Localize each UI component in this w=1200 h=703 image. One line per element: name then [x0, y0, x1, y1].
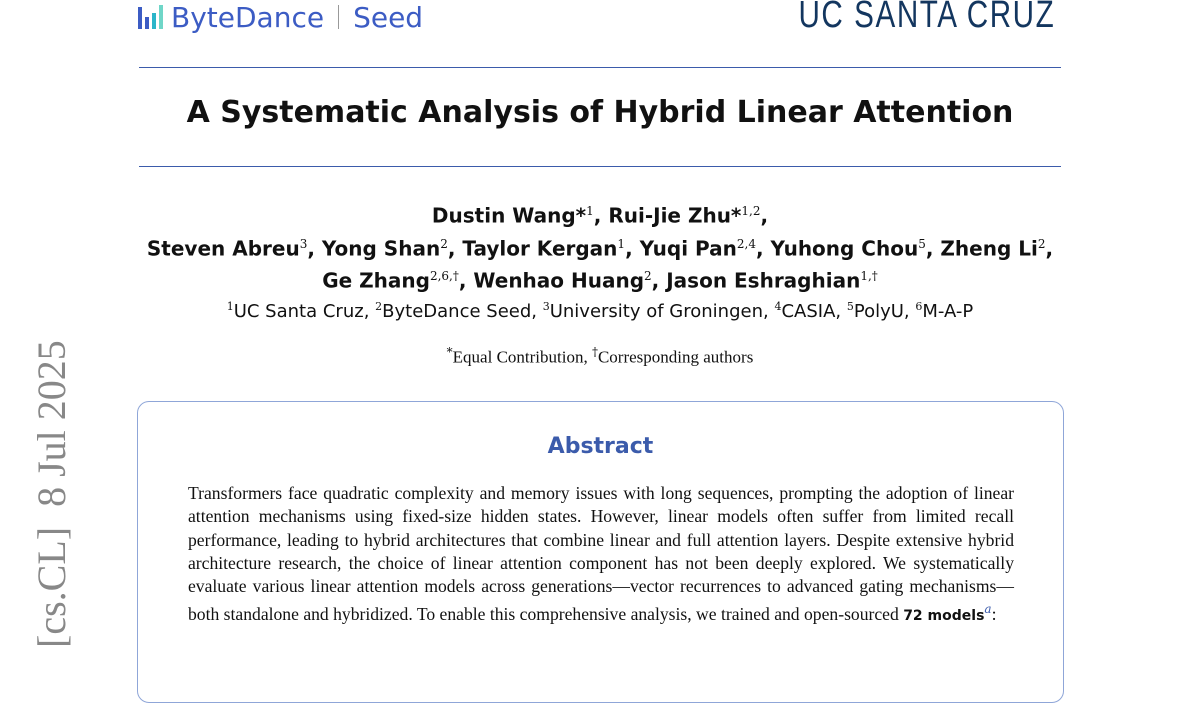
affil-name: University of Groningen [549, 301, 764, 322]
author-affil-sup: 2,6,† [429, 269, 459, 284]
logo-seed: Seed [353, 0, 424, 34]
affil-sup: 6 [915, 300, 923, 313]
author-affil-sup: 2 [644, 269, 652, 284]
abstract-heading: Abstract [547, 434, 654, 459]
author-name: Taylor Kergan [462, 236, 618, 261]
author-list: Dustin Wang*1, Rui-Jie Zhu*1,2, Steven A… [0, 197, 1200, 295]
logo-divider [338, 5, 340, 29]
footnote-link[interactable]: a [984, 602, 992, 617]
bytedance-bars-icon [138, 5, 163, 29]
author-affil-sup: 1 [586, 204, 594, 218]
abstract-box: Abstract Transformers face quadratic com… [137, 401, 1064, 703]
affiliations: 1UC Santa Cruz, 2ByteDance Seed, 3Univer… [226, 300, 974, 322]
author-affil-sup: 1,2 [741, 204, 761, 218]
author-line: Steven Abreu3, Yong Shan2, Taylor Kergan… [146, 236, 1054, 261]
logo-bytedance: ByteDance [171, 0, 325, 34]
author-affil-sup: 5 [918, 236, 926, 251]
contribution-note: *Equal Contribution, †Corresponding auth… [446, 345, 754, 367]
ucsc-logo: UC SANTA CRUZ [798, 0, 1055, 36]
author-name: Yuhong Chou [770, 236, 919, 261]
author-affil-sup: 2 [440, 236, 448, 251]
arxiv-stamp: [cs.CL] 8 Jul 2025 [29, 340, 74, 648]
author-affil-sup: 1 [617, 236, 626, 251]
affil-sup: 5 [846, 300, 854, 313]
affil-name: PolyU [853, 301, 904, 322]
author-affil-sup: 2,4 [736, 236, 756, 251]
author-name: Dustin Wang* [431, 203, 587, 228]
affil-name: UC Santa Cruz [233, 301, 364, 322]
bytedance-seed-logo: ByteDance Seed [138, 0, 423, 34]
author-affil-sup: 1,† [860, 269, 878, 284]
affil-sup: 4 [774, 300, 782, 313]
author-affil-sup: 3 [299, 236, 308, 251]
top-rule [139, 67, 1061, 68]
title-rule [139, 166, 1061, 167]
affil-name: CASIA [781, 301, 836, 322]
author-affil-sup: 2 [1037, 236, 1046, 251]
author-name: Rui-Jie Zhu* [608, 203, 742, 228]
author-name: Yuqi Pan [639, 236, 737, 261]
author-name: Yong Shan [321, 236, 441, 261]
author-name: Zheng Li [940, 236, 1038, 261]
author-line: Dustin Wang*1, Rui-Jie Zhu*1,2, [431, 203, 769, 228]
affil-sup: 2 [375, 300, 383, 313]
abstract-text: Transformers face quadratic complexity a… [188, 483, 1014, 625]
affil-sup: 1 [226, 300, 234, 313]
affil-name: ByteDance Seed [382, 301, 532, 322]
author-name: Jason Eshraghian [666, 268, 861, 293]
affil-sup: 3 [542, 300, 550, 313]
author-name: Wenhao Huang [473, 268, 645, 293]
author-name: Ge Zhang [322, 268, 430, 293]
author-line: Ge Zhang2,6,†, Wenhao Huang2, Jason Eshr… [322, 268, 878, 293]
paper-title: A Systematic Analysis of Hybrid Linear A… [186, 95, 1014, 130]
author-name: Steven Abreu [146, 236, 300, 261]
affil-name: M-A-P [922, 301, 974, 322]
